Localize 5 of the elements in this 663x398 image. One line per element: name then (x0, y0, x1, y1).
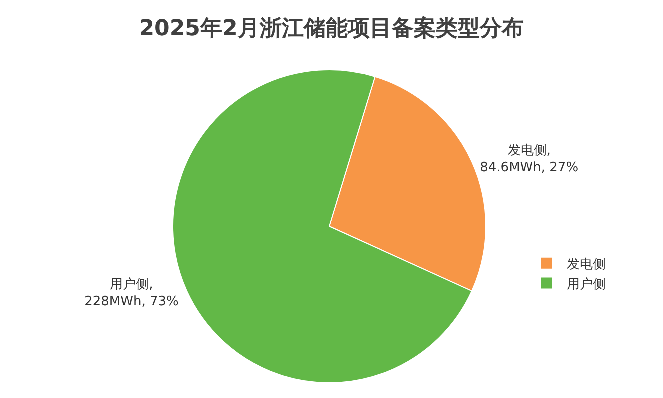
legend-label: 发电侧 (567, 257, 606, 272)
data-label: 用户侧, 228MWh, 73% (84, 278, 179, 310)
data-label: 发电侧, 84.6MWh, 27% (480, 143, 579, 176)
chart-title: 2025年2月浙江储能项目备案类型分布 (139, 15, 524, 42)
legend-label: 用户侧 (567, 277, 606, 292)
